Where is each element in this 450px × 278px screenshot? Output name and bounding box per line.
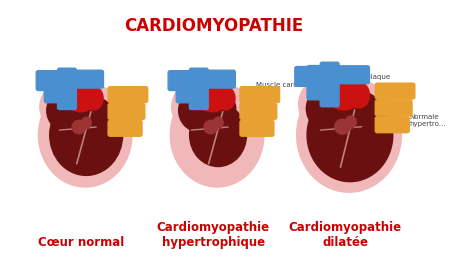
Ellipse shape <box>216 87 235 110</box>
Ellipse shape <box>63 75 98 112</box>
Ellipse shape <box>306 85 353 132</box>
Ellipse shape <box>72 120 86 134</box>
FancyBboxPatch shape <box>72 70 104 88</box>
FancyBboxPatch shape <box>375 100 412 116</box>
Ellipse shape <box>299 76 356 133</box>
Ellipse shape <box>47 89 89 132</box>
FancyBboxPatch shape <box>240 103 277 119</box>
FancyBboxPatch shape <box>58 68 76 110</box>
Ellipse shape <box>213 117 223 128</box>
FancyBboxPatch shape <box>36 71 76 91</box>
Ellipse shape <box>337 80 376 124</box>
FancyBboxPatch shape <box>108 103 145 119</box>
FancyBboxPatch shape <box>375 117 409 133</box>
Text: Cardiomyopathie
dilatée: Cardiomyopathie dilatée <box>288 221 402 249</box>
Ellipse shape <box>74 85 108 124</box>
Ellipse shape <box>206 85 240 124</box>
Text: Cœur normal: Cœur normal <box>38 236 125 249</box>
Ellipse shape <box>340 89 370 124</box>
Ellipse shape <box>324 70 364 110</box>
FancyBboxPatch shape <box>240 87 279 103</box>
FancyBboxPatch shape <box>168 71 207 91</box>
Ellipse shape <box>77 93 104 125</box>
FancyBboxPatch shape <box>176 71 193 103</box>
Ellipse shape <box>172 81 224 133</box>
Ellipse shape <box>38 83 132 187</box>
FancyBboxPatch shape <box>204 70 235 88</box>
Ellipse shape <box>195 75 230 112</box>
Text: Cardiomyopathie
hypertrophique: Cardiomyopathie hypertrophique <box>157 221 270 249</box>
FancyBboxPatch shape <box>240 120 274 136</box>
Ellipse shape <box>85 87 103 110</box>
Ellipse shape <box>50 95 122 175</box>
Ellipse shape <box>171 83 264 187</box>
Ellipse shape <box>204 120 218 134</box>
Ellipse shape <box>307 88 393 182</box>
Ellipse shape <box>40 81 91 133</box>
Ellipse shape <box>348 82 369 108</box>
Ellipse shape <box>297 78 401 192</box>
FancyBboxPatch shape <box>335 66 369 84</box>
FancyBboxPatch shape <box>108 120 142 136</box>
FancyBboxPatch shape <box>108 87 148 103</box>
FancyBboxPatch shape <box>45 71 61 103</box>
FancyBboxPatch shape <box>375 83 415 99</box>
Ellipse shape <box>179 89 220 132</box>
Text: Normale
hypertro...: Normale hypertro... <box>409 114 446 127</box>
FancyBboxPatch shape <box>307 66 324 100</box>
Ellipse shape <box>335 119 350 134</box>
FancyBboxPatch shape <box>189 68 208 110</box>
FancyBboxPatch shape <box>320 62 339 107</box>
Text: CARDIOMYOPATHIE: CARDIOMYOPATHIE <box>124 17 303 35</box>
Ellipse shape <box>345 116 356 128</box>
Ellipse shape <box>209 93 236 125</box>
FancyBboxPatch shape <box>295 66 338 86</box>
Ellipse shape <box>189 104 247 167</box>
Text: Muscle cardiaque épaissi: Muscle cardiaque épaissi <box>244 81 343 103</box>
Text: Muscle cardiaque
affalé: Muscle cardiaque affalé <box>329 74 390 93</box>
Ellipse shape <box>81 117 91 128</box>
